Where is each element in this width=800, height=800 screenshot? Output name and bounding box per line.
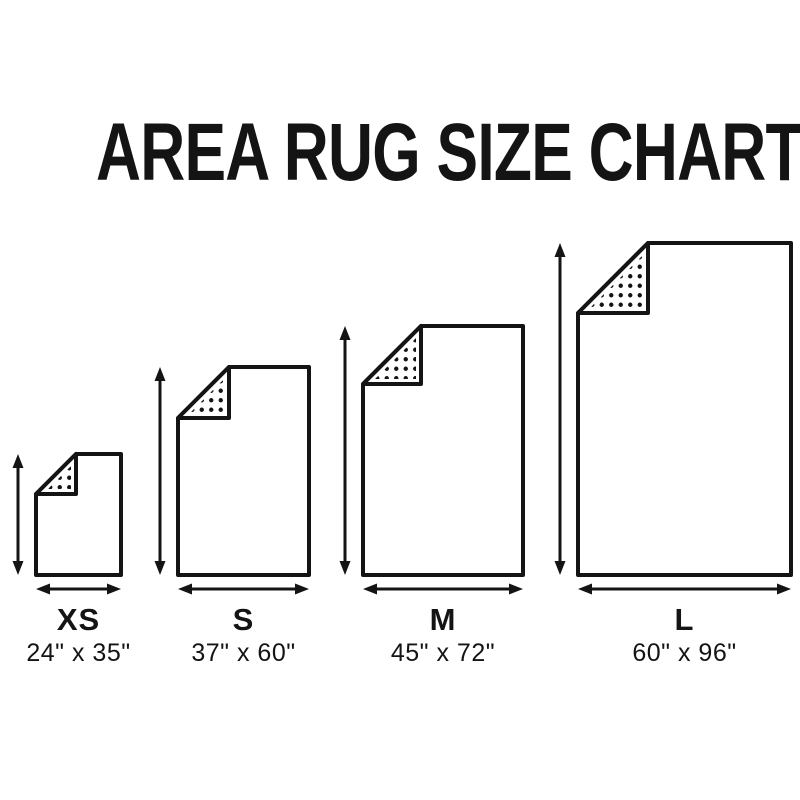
size-code: M — [429, 602, 457, 637]
arrow-left-icon — [363, 583, 377, 595]
size-code: XS — [56, 602, 101, 637]
arrow-left-icon — [578, 583, 592, 595]
arrow-left-icon — [178, 583, 192, 595]
arrow-up-icon — [339, 326, 351, 340]
height-arrow — [554, 243, 566, 575]
height-arrow — [339, 326, 351, 575]
width-arrow — [178, 583, 309, 595]
size-figure-l: L 60" x 96" — [550, 240, 800, 666]
arrow-down-icon — [339, 561, 351, 575]
rug-diagram — [154, 365, 311, 595]
arrow-right-icon — [509, 583, 523, 595]
rug-outline — [34, 452, 123, 577]
width-arrow — [578, 583, 791, 595]
size-code: S — [232, 602, 255, 637]
page-title: AREA RUG SIZE CHART — [96, 107, 800, 198]
arrow-left-icon — [36, 583, 50, 595]
height-arrow — [12, 454, 24, 575]
rug-diagram — [12, 452, 123, 595]
arrow-up-icon — [154, 367, 166, 381]
width-arrow — [36, 583, 121, 595]
arrow-down-icon — [12, 561, 24, 575]
arrow-up-icon — [554, 243, 566, 257]
size-figure-xs: XS 24" x 35" — [8, 451, 149, 666]
fold-dots — [375, 338, 416, 379]
width-arrow — [363, 583, 523, 595]
size-figure-s: S 37" x 60" — [150, 364, 337, 666]
arrow-right-icon — [777, 583, 791, 595]
arrow-down-icon — [154, 561, 166, 575]
rug-diagram — [339, 324, 525, 595]
fold-dots — [190, 379, 224, 413]
size-dimensions: 37" x 60" — [191, 639, 296, 667]
size-dimensions: 45" x 72" — [390, 639, 496, 667]
fold-dots — [48, 466, 71, 489]
size-dimensions: 60" x 96" — [632, 639, 737, 667]
size-figure-m: M 45" x 72" — [335, 323, 551, 666]
rug-diagram — [554, 241, 793, 595]
arrow-up-icon — [12, 454, 24, 468]
arrow-right-icon — [107, 583, 121, 595]
fold-dots — [590, 255, 643, 308]
height-arrow — [154, 367, 166, 575]
size-dimensions: 24" x 35" — [26, 639, 131, 667]
arrow-down-icon — [554, 561, 566, 575]
size-code: L — [674, 602, 695, 637]
arrow-right-icon — [295, 583, 309, 595]
